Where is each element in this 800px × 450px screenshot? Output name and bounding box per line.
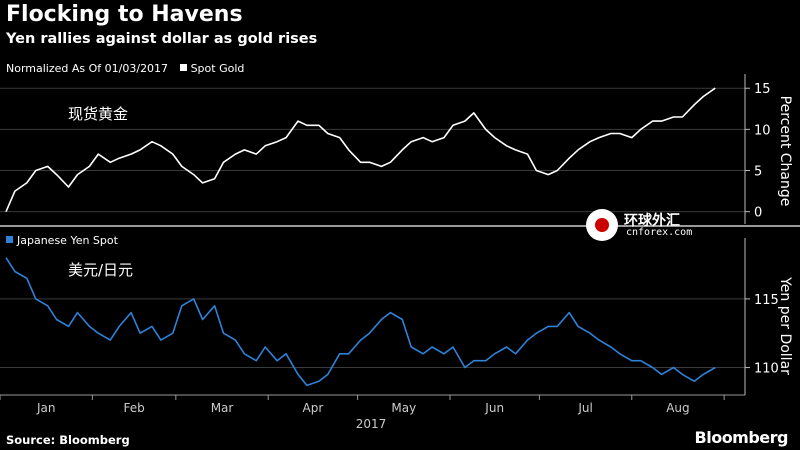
x-tick-label: Feb: [123, 401, 144, 415]
chart-subtitle: Yen rallies against dollar as gold rises: [6, 31, 318, 47]
bottom-legend: Japanese Yen Spot: [6, 234, 118, 247]
yen-series: [5, 257, 716, 387]
cnforex-logo-icon: [586, 209, 618, 241]
x-tick-label: Mar: [211, 401, 234, 415]
top-legend: Normalized As Of 01/03/2017 Spot Gold: [6, 62, 244, 75]
gold-line: [5, 87, 716, 213]
gold-y-tick-label: 10: [754, 123, 771, 138]
yen-y-axis-label: Yen per Dollar: [777, 276, 793, 375]
yen-annotation: 美元/日元: [68, 261, 133, 279]
yen-y-tick-label: 115: [754, 293, 779, 308]
x-tick-label: Jan: [36, 401, 56, 415]
watermark-cn-text: 环球外汇: [624, 213, 680, 229]
yen-legend-swatch: [6, 236, 13, 243]
x-tick-label: May: [391, 401, 416, 415]
year-label: 2017: [356, 417, 387, 431]
source-note: Source: Bloomberg: [6, 433, 130, 447]
gold-y-tick-label: 5: [754, 165, 762, 180]
x-tick-label: Aug: [666, 401, 689, 415]
gold-y-tick-label: 0: [754, 206, 762, 221]
yen-y-tick-label: 110: [754, 362, 779, 377]
x-axis-ticks: Jan Feb Mar Apr May Jun Jul Aug: [0, 395, 725, 415]
gold-annotation: 现货黄金: [68, 105, 128, 123]
chart-title: Flocking to Havens: [6, 2, 243, 27]
x-tick-label: Apr: [303, 401, 324, 415]
gold-y-ticks: 0 5 10 15: [744, 74, 771, 224]
cnforex-watermark: 环球外汇 cnforex.com: [586, 209, 698, 241]
bloomberg-logo: Bloomberg: [694, 428, 789, 447]
yen-line: [5, 257, 716, 387]
watermark-en-text: cnforex.com: [626, 227, 693, 238]
gold-y-tick-label: 15: [754, 82, 771, 97]
yen-legend-label: Japanese Yen Spot: [17, 234, 118, 247]
gold-series: [5, 87, 716, 213]
gold-legend-label: Spot Gold: [190, 62, 245, 75]
gold-y-axis-label: Percent Change: [777, 96, 793, 207]
gold-panel-grid: [0, 87, 745, 213]
gold-legend-swatch: [179, 64, 187, 71]
yen-y-ticks: 110 115: [744, 238, 779, 395]
x-tick-label: Jul: [577, 401, 592, 415]
yen-panel-grid: [0, 298, 745, 369]
x-tick-label: Jun: [484, 401, 504, 415]
normalized-note: Normalized As Of 01/03/2017: [6, 62, 169, 75]
